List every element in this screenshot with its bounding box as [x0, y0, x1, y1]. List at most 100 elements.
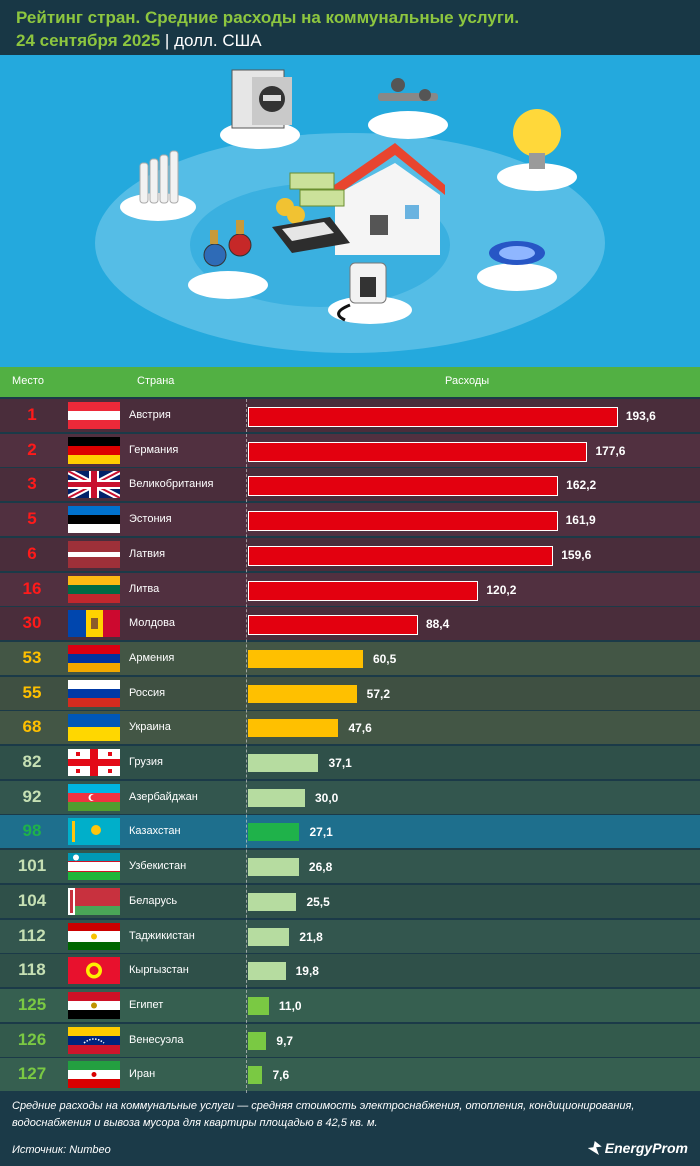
rank-label: 55	[22, 682, 42, 702]
radiator-icon	[120, 150, 196, 221]
logo-mark-icon	[587, 1141, 602, 1155]
country-label: Иран	[129, 1068, 156, 1081]
rank-label: 126	[17, 1029, 47, 1049]
header: Рейтинг стран. Средние расходы на коммун…	[0, 0, 700, 55]
footnote: Средние расходы на коммунальные услуги —…	[12, 1100, 635, 1129]
table-row: 82 Грузия 37,1	[0, 746, 700, 779]
table-row: 30 Молдова 88,4	[0, 607, 700, 641]
table-row: 16 Литва 120,2	[0, 572, 700, 606]
table-row: 127 Иран 7,6	[0, 1058, 700, 1092]
country-label: Кыргызстан	[129, 964, 189, 977]
house-icon	[330, 143, 445, 255]
country-label: Россия	[129, 686, 166, 699]
rank-label: 98	[22, 821, 42, 841]
value-label: 159,6	[561, 547, 592, 562]
bar	[248, 927, 290, 946]
ukraine-flag	[68, 714, 120, 742]
armenia-flag	[68, 644, 120, 672]
chart-unit: долл. США	[174, 31, 262, 50]
column-expenses: Расходы	[445, 375, 490, 387]
rank-label: 92	[22, 786, 42, 806]
azerbaijan-flag	[68, 783, 120, 811]
bar	[248, 996, 269, 1015]
rank-label: 2	[27, 439, 37, 459]
value-label: 26,8	[308, 860, 333, 875]
bar	[248, 615, 418, 636]
tajikistan-flag	[68, 922, 120, 950]
table-row: 53 Армения 60,5	[0, 641, 700, 675]
bar	[248, 754, 319, 772]
bar	[248, 441, 588, 462]
rank-label: 127	[17, 1064, 47, 1084]
latvia-flag	[68, 540, 120, 568]
table-row: 104 Беларусь 25,5	[0, 884, 700, 918]
value-label: 60,5	[372, 651, 397, 666]
country-label: Австрия	[129, 409, 171, 421]
russia-flag	[68, 679, 120, 707]
value-label: 161,9	[565, 513, 596, 528]
moldova-flag	[68, 610, 120, 638]
value-label: 25,5	[306, 894, 330, 909]
axis-baseline	[246, 399, 247, 1093]
country-label: Узбекистан	[129, 860, 187, 873]
rank-label: 68	[22, 717, 42, 737]
value-label: 57,2	[366, 686, 391, 701]
bar	[248, 1066, 263, 1085]
table-row: 101 Узбекистан 26,8	[0, 850, 700, 884]
value-label: 21,8	[299, 929, 323, 944]
country-label: Армения	[129, 651, 175, 664]
table-row: 118 Кыргызстан 19,8	[0, 954, 700, 988]
country-label: Венесуэла	[129, 1033, 184, 1046]
belarus-flag	[68, 887, 120, 915]
table-row: 55 Россия 57,2	[0, 676, 700, 710]
uk-flag	[68, 471, 120, 499]
power-plug-icon	[328, 262, 412, 324]
light-bulb-icon	[497, 109, 577, 191]
country-label: Египет	[129, 998, 164, 1011]
chart-subtitle: 24 сентября 2025 | долл. США	[16, 31, 262, 51]
source: Источник: Numbeo	[12, 1144, 111, 1156]
lithuania-flag	[68, 575, 120, 603]
table-row: 6 Латвия 159,6	[0, 537, 700, 571]
money-icon	[276, 172, 345, 224]
country-label: Эстония	[129, 513, 172, 526]
rank-label: 6	[27, 543, 37, 563]
chart-title: Рейтинг стран. Средние расходы на коммун…	[16, 8, 520, 27]
table-row: 126 Венесуэла 9,7	[0, 1023, 700, 1057]
uzbekistan-flag	[68, 853, 120, 881]
country-label: Молдова	[129, 617, 175, 630]
country-label: Германия	[129, 443, 179, 456]
bar	[248, 511, 558, 532]
country-label: Азербайджан	[129, 790, 198, 803]
value-label: 19,8	[295, 964, 319, 979]
rank-label: 3	[27, 474, 37, 494]
austria-flag	[68, 402, 120, 429]
country-label: Грузия	[129, 756, 163, 768]
bar	[248, 892, 297, 911]
gas-burner-icon	[477, 241, 557, 291]
bar	[248, 823, 300, 842]
table-row: 1 Австрия 193,6	[0, 399, 700, 432]
table-row: 92 Азербайджан 30,0	[0, 780, 700, 814]
column-header: Место Страна Расходы	[0, 367, 700, 397]
bar	[248, 580, 479, 601]
value-label: 30,0	[315, 790, 339, 805]
bar	[248, 407, 618, 427]
utilities-illustration	[0, 55, 700, 367]
bar	[248, 858, 299, 877]
value-label: 7,6	[272, 1068, 290, 1083]
chart-date: 24 сентября 2025	[16, 31, 161, 50]
bar	[248, 788, 305, 807]
logo-text: EnergyProm	[604, 1140, 688, 1156]
value-label: 177,6	[595, 443, 626, 458]
rank-label: 82	[22, 752, 42, 771]
calculator-icon	[272, 217, 350, 253]
venezuela-flag	[68, 1026, 120, 1054]
value-label: 37,1	[328, 756, 352, 770]
bar	[248, 684, 357, 703]
country-label: Украина	[129, 721, 171, 734]
subtitle-separator: |	[164, 31, 170, 50]
rank-label: 125	[17, 994, 47, 1014]
value-label: 47,6	[348, 721, 372, 736]
bar	[248, 719, 339, 738]
